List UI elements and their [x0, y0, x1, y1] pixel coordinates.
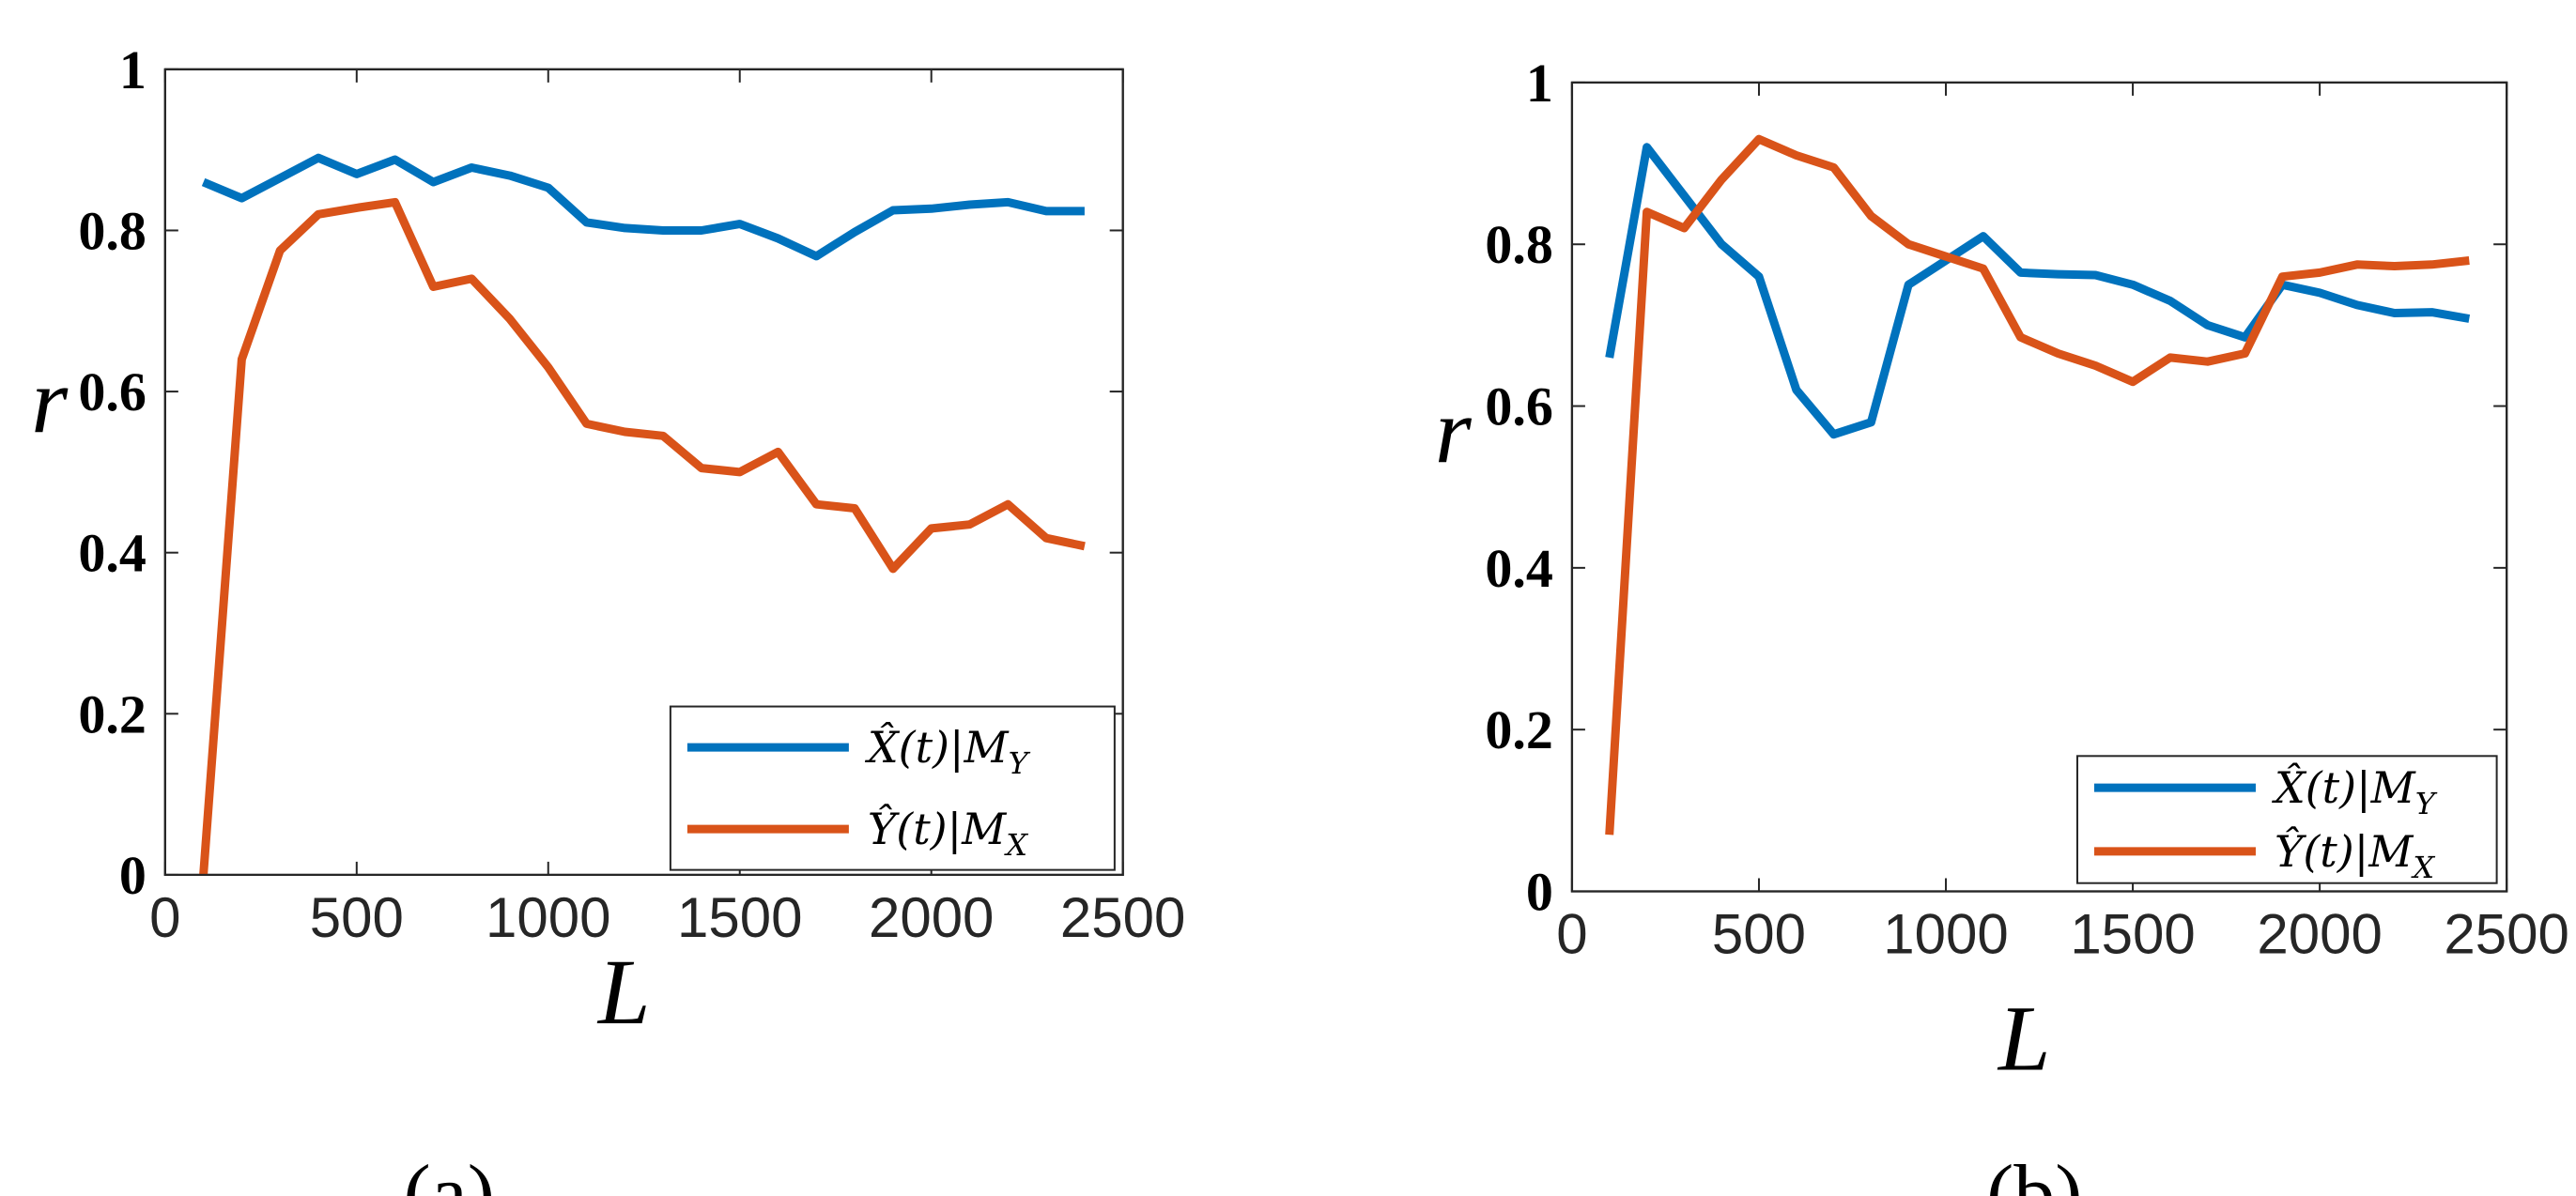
y-tick-label: 0.2: [1485, 699, 1553, 760]
series-line-y-hat: [1605, 134, 2470, 836]
x-axis-label: L: [596, 940, 651, 1044]
chart-panel-b: 00.20.40.60.810 500 1000 1500 2000 2500rLX̂(t…: [1435, 53, 2569, 1196]
legend-box: [669, 705, 1116, 871]
x-tick-label: 500: [310, 886, 404, 949]
x-tick-label: 2000: [2257, 903, 2382, 966]
x-tick-label: 1000: [1883, 903, 2008, 966]
chart-panel-a: 00.20.40.60.810 500 1000 1500 2000 2500rLX̂(t…: [31, 39, 1185, 1196]
x-tick-label: 1500: [677, 886, 802, 949]
x-axis-label: L: [1997, 986, 2051, 1090]
series-line-y-hat: [199, 197, 1086, 876]
y-tick-label: 0.6: [78, 361, 147, 422]
legend-box: [2075, 755, 2498, 884]
x-tick-label: 2500: [2444, 903, 2568, 966]
legend-entry: X̂(t)|MY: [865, 722, 1031, 781]
x-tick-label: 2000: [869, 886, 994, 949]
y-tick-label: 0.2: [78, 683, 147, 744]
legend: X̂(t)|MYŶ(t)|MX: [2075, 755, 2498, 885]
x-tick-label: 1000: [486, 886, 610, 949]
y-tick-label: 0.4: [78, 523, 147, 584]
panel-label: (a): [403, 1149, 495, 1196]
series-line-x-hat: [201, 153, 1085, 261]
x-tick-label: 500: [1712, 903, 1806, 966]
legend-entry: Ŷ(t)|MX: [2275, 825, 2435, 885]
y-tick-label: 0: [1526, 862, 1553, 923]
x-tick-label: 2500: [1060, 886, 1185, 949]
x-tick-label: 1500: [2070, 903, 2195, 966]
y-tick-label: 0.4: [1485, 538, 1553, 599]
panel-label: (b): [1986, 1149, 2083, 1196]
legend-entry: Ŷ(t)|MX: [868, 803, 1028, 863]
legend: X̂(t)|MY Ŷ(t)|MX: [669, 705, 1116, 871]
plot-frame-top: [163, 68, 1124, 877]
y-tick-label: 0.6: [1485, 376, 1553, 437]
y-axis-label: r: [1435, 378, 1473, 483]
x-tick-label: 0: [149, 886, 180, 949]
y-tick-label: 0: [119, 845, 147, 906]
y-tick-label: 1: [119, 39, 147, 100]
y-tick-label: 0.8: [78, 200, 147, 261]
legend-entry: X̂(t)|MY: [2272, 762, 2438, 821]
y-tick-label: 1: [1526, 53, 1553, 114]
x-tick-label: 0: [1556, 903, 1587, 966]
y-tick-label: 0.8: [1485, 214, 1553, 275]
plot-frame-top: [1570, 81, 2508, 893]
y-axis-label: r: [31, 349, 69, 453]
series-line-x-hat: [1605, 143, 2471, 439]
